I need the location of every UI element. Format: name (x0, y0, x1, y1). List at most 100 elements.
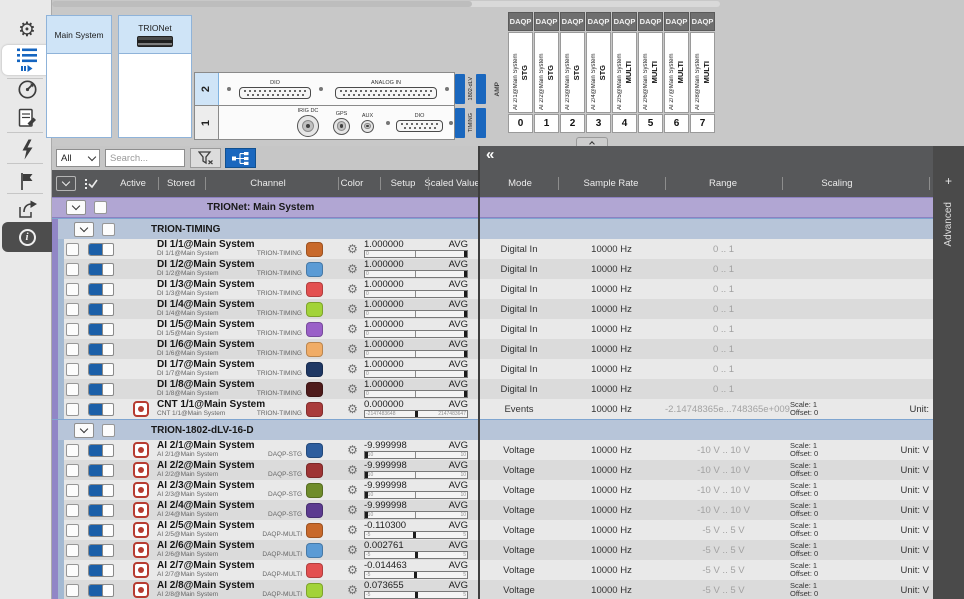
header-color[interactable]: Color (340, 178, 364, 189)
setup-gear-icon[interactable]: ⚙ (347, 523, 358, 537)
top-panel-scrollbar[interactable] (52, 1, 720, 7)
color-swatch[interactable] (306, 562, 323, 578)
group-row[interactable]: TRION-1802-dLV-16-D (52, 419, 933, 440)
sidebar-tab-settings[interactable]: ⚙ (2, 15, 52, 45)
stored-record-icon[interactable] (132, 562, 149, 578)
daqp-slot-1[interactable]: DAQP AI 2/2@Main System STG 1 (534, 12, 559, 133)
header-active[interactable]: Active (120, 178, 146, 189)
setup-gear-icon[interactable]: ⚙ (347, 583, 358, 597)
header-stored[interactable]: Stored (167, 178, 195, 189)
system-card-main-system[interactable]: Main System (46, 15, 112, 138)
row-select-checkbox[interactable] (66, 262, 79, 276)
color-swatch[interactable] (306, 462, 323, 478)
setup-gear-icon[interactable]: ⚙ (347, 382, 358, 396)
sidebar-tab-marker[interactable] (2, 166, 52, 196)
daqp-slot-2[interactable]: DAQP AI 2/3@Main System STG 2 (560, 12, 585, 133)
color-swatch[interactable] (306, 502, 323, 518)
channel-row[interactable]: AI 2/6@Main System AI 2/6@Main System DAQP… (52, 540, 933, 560)
daqp-slot-5[interactable]: DAQP AI 2/6@Main System MULTI 5 (638, 12, 663, 133)
sidebar-tab-export[interactable] (2, 194, 52, 224)
channel-row[interactable]: AI 2/8@Main System AI 2/8@Main System DAQP… (52, 580, 933, 599)
row-select-checkbox[interactable] (66, 583, 79, 597)
row-select-checkbox[interactable] (66, 503, 79, 517)
color-swatch[interactable] (306, 241, 323, 257)
clear-filter-button[interactable] (190, 148, 221, 168)
row-select-checkbox[interactable] (66, 563, 79, 577)
sidebar-tab-measure[interactable] (2, 74, 52, 104)
setup-gear-icon[interactable]: ⚙ (347, 302, 358, 316)
row-select-checkbox[interactable] (66, 483, 79, 497)
pane-divider[interactable] (478, 146, 480, 599)
group-collapse-chevron[interactable] (74, 221, 94, 237)
stored-record-icon[interactable] (132, 522, 149, 538)
channel-row[interactable]: DI 1/7@Main System DI 1/7@Main System TRIO… (52, 359, 933, 379)
header-setup[interactable]: Setup (390, 178, 416, 189)
collapse-all-groups-button[interactable] (56, 176, 76, 191)
daqp-slot-0[interactable]: DAQP AI 2/1@Main System STG 0 (508, 12, 533, 133)
stored-record-icon[interactable] (132, 582, 149, 598)
setup-gear-icon[interactable]: ⚙ (347, 342, 358, 356)
active-toggle[interactable] (88, 342, 114, 356)
setup-gear-icon[interactable]: ⚙ (347, 543, 358, 557)
stored-record-icon[interactable] (132, 502, 149, 518)
filter-scope-select[interactable]: All (56, 149, 100, 167)
add-column-button[interactable]: + (944, 174, 952, 188)
daqp-slot-3[interactable]: DAQP AI 2/4@Main System STG 3 (586, 12, 611, 133)
sidebar-tab-channels[interactable] (2, 45, 52, 75)
channel-row[interactable]: DI 1/3@Main System DI 1/3@Main System TRIO… (52, 279, 933, 299)
setup-gear-icon[interactable]: ⚙ (347, 463, 358, 477)
active-toggle[interactable] (88, 543, 114, 557)
active-toggle[interactable] (88, 563, 114, 577)
active-toggle[interactable] (88, 262, 114, 276)
search-input[interactable] (105, 149, 185, 167)
channel-row[interactable]: AI 2/5@Main System AI 2/5@Main System DAQP… (52, 520, 933, 540)
daqp-slot-6[interactable]: DAQP AI 2/7@Main System MULTI 6 (664, 12, 689, 133)
group-row[interactable]: TRION-TIMING (52, 218, 933, 239)
active-toggle[interactable] (88, 382, 114, 396)
row-select-checkbox[interactable] (66, 402, 79, 416)
active-toggle[interactable] (88, 402, 114, 416)
color-swatch[interactable] (306, 522, 323, 538)
channel-row[interactable]: DI 1/8@Main System DI 1/8@Main System TRIO… (52, 379, 933, 399)
active-toggle[interactable] (88, 282, 114, 296)
group-select-checkbox[interactable] (102, 222, 115, 236)
color-swatch[interactable] (306, 321, 323, 337)
stored-record-icon[interactable] (132, 542, 149, 558)
color-swatch[interactable] (306, 301, 323, 317)
group-select-checkbox[interactable] (102, 423, 115, 437)
color-swatch[interactable] (306, 361, 323, 377)
system-card-trionet[interactable]: TRIONet (118, 15, 192, 138)
setup-gear-icon[interactable]: ⚙ (347, 322, 358, 336)
daqp-slot-4[interactable]: DAQP AI 2/5@Main System MULTI 4 (612, 12, 637, 133)
channel-row[interactable]: AI 2/2@Main System AI 2/2@Main System DAQP… (52, 460, 933, 480)
group-select-checkbox[interactable] (94, 201, 107, 214)
header-sample-rate[interactable]: Sample Rate (583, 178, 639, 189)
row-select-checkbox[interactable] (66, 523, 79, 537)
setup-gear-icon[interactable]: ⚙ (347, 443, 358, 457)
color-swatch[interactable] (306, 381, 323, 397)
header-scaling[interactable]: Scaling (821, 178, 853, 189)
active-toggle[interactable] (88, 523, 114, 537)
active-toggle[interactable] (88, 503, 114, 517)
active-toggle[interactable] (88, 583, 114, 597)
collapse-pane-button[interactable]: « (486, 146, 495, 163)
active-toggle[interactable] (88, 483, 114, 497)
row-select-checkbox[interactable] (66, 382, 79, 396)
row-select-checkbox[interactable] (66, 362, 79, 376)
row-select-checkbox[interactable] (66, 463, 79, 477)
channel-row[interactable]: DI 1/5@Main System DI 1/5@Main System TRIO… (52, 319, 933, 339)
setup-gear-icon[interactable]: ⚙ (347, 563, 358, 577)
channel-row[interactable]: DI 1/4@Main System DI 1/4@Main System TRIO… (52, 299, 933, 319)
active-toggle[interactable] (88, 302, 114, 316)
row-select-checkbox[interactable] (66, 443, 79, 457)
scrollbar-thumb[interactable] (52, 1, 472, 7)
channel-row[interactable]: AI 2/4@Main System AI 2/4@Main System DAQP… (52, 500, 933, 520)
rack-slot-2[interactable]: 2 DIO ANALOG IN (194, 72, 455, 106)
channel-row[interactable]: DI 1/6@Main System DI 1/6@Main System TRIO… (52, 339, 933, 359)
group-collapse-chevron[interactable] (66, 200, 86, 215)
color-swatch[interactable] (306, 442, 323, 458)
row-select-checkbox[interactable] (66, 342, 79, 356)
channel-row[interactable]: AI 2/1@Main System AI 2/1@Main System DAQP… (52, 440, 933, 460)
sidebar-tab-info[interactable]: i (2, 222, 52, 252)
setup-gear-icon[interactable]: ⚙ (347, 362, 358, 376)
